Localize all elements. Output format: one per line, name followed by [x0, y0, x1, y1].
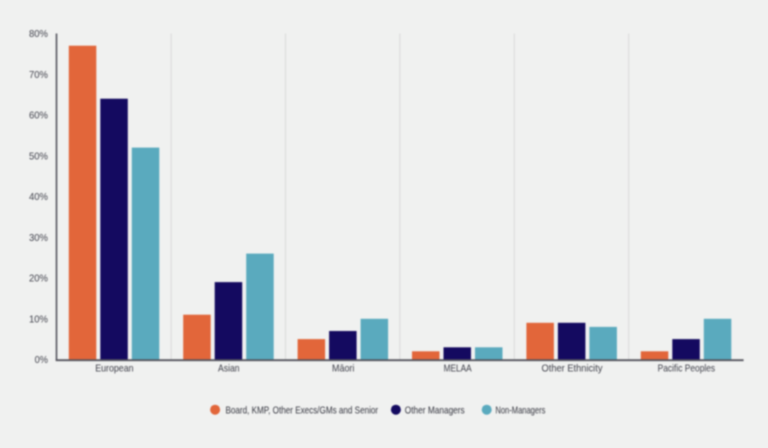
svg-text:Pacific Peoples: Pacific Peoples: [658, 363, 716, 375]
svg-text:40%: 40%: [29, 191, 48, 203]
svg-text:MELAA: MELAA: [444, 363, 472, 375]
svg-text:20%: 20%: [29, 273, 48, 285]
svg-text:Other Ethnicity: Other Ethnicity: [542, 363, 604, 375]
svg-text:10%: 10%: [29, 314, 48, 326]
svg-text:Board, KMP, Other Execs/GMs an: Board, KMP, Other Execs/GMs and Senior: [226, 404, 379, 416]
svg-text:30%: 30%: [29, 232, 48, 244]
svg-text:80%: 80%: [29, 28, 48, 40]
svg-text:Non-Managers: Non-Managers: [495, 404, 545, 416]
svg-text:50%: 50%: [29, 151, 48, 163]
svg-text:European: European: [95, 363, 134, 375]
svg-text:Asian: Asian: [218, 363, 240, 375]
svg-text:0%: 0%: [35, 354, 48, 366]
svg-text:60%: 60%: [29, 110, 48, 122]
svg-text:Māori: Māori: [332, 363, 354, 375]
svg-text:Other Managers: Other Managers: [405, 404, 465, 416]
svg-text:70%: 70%: [29, 69, 48, 81]
